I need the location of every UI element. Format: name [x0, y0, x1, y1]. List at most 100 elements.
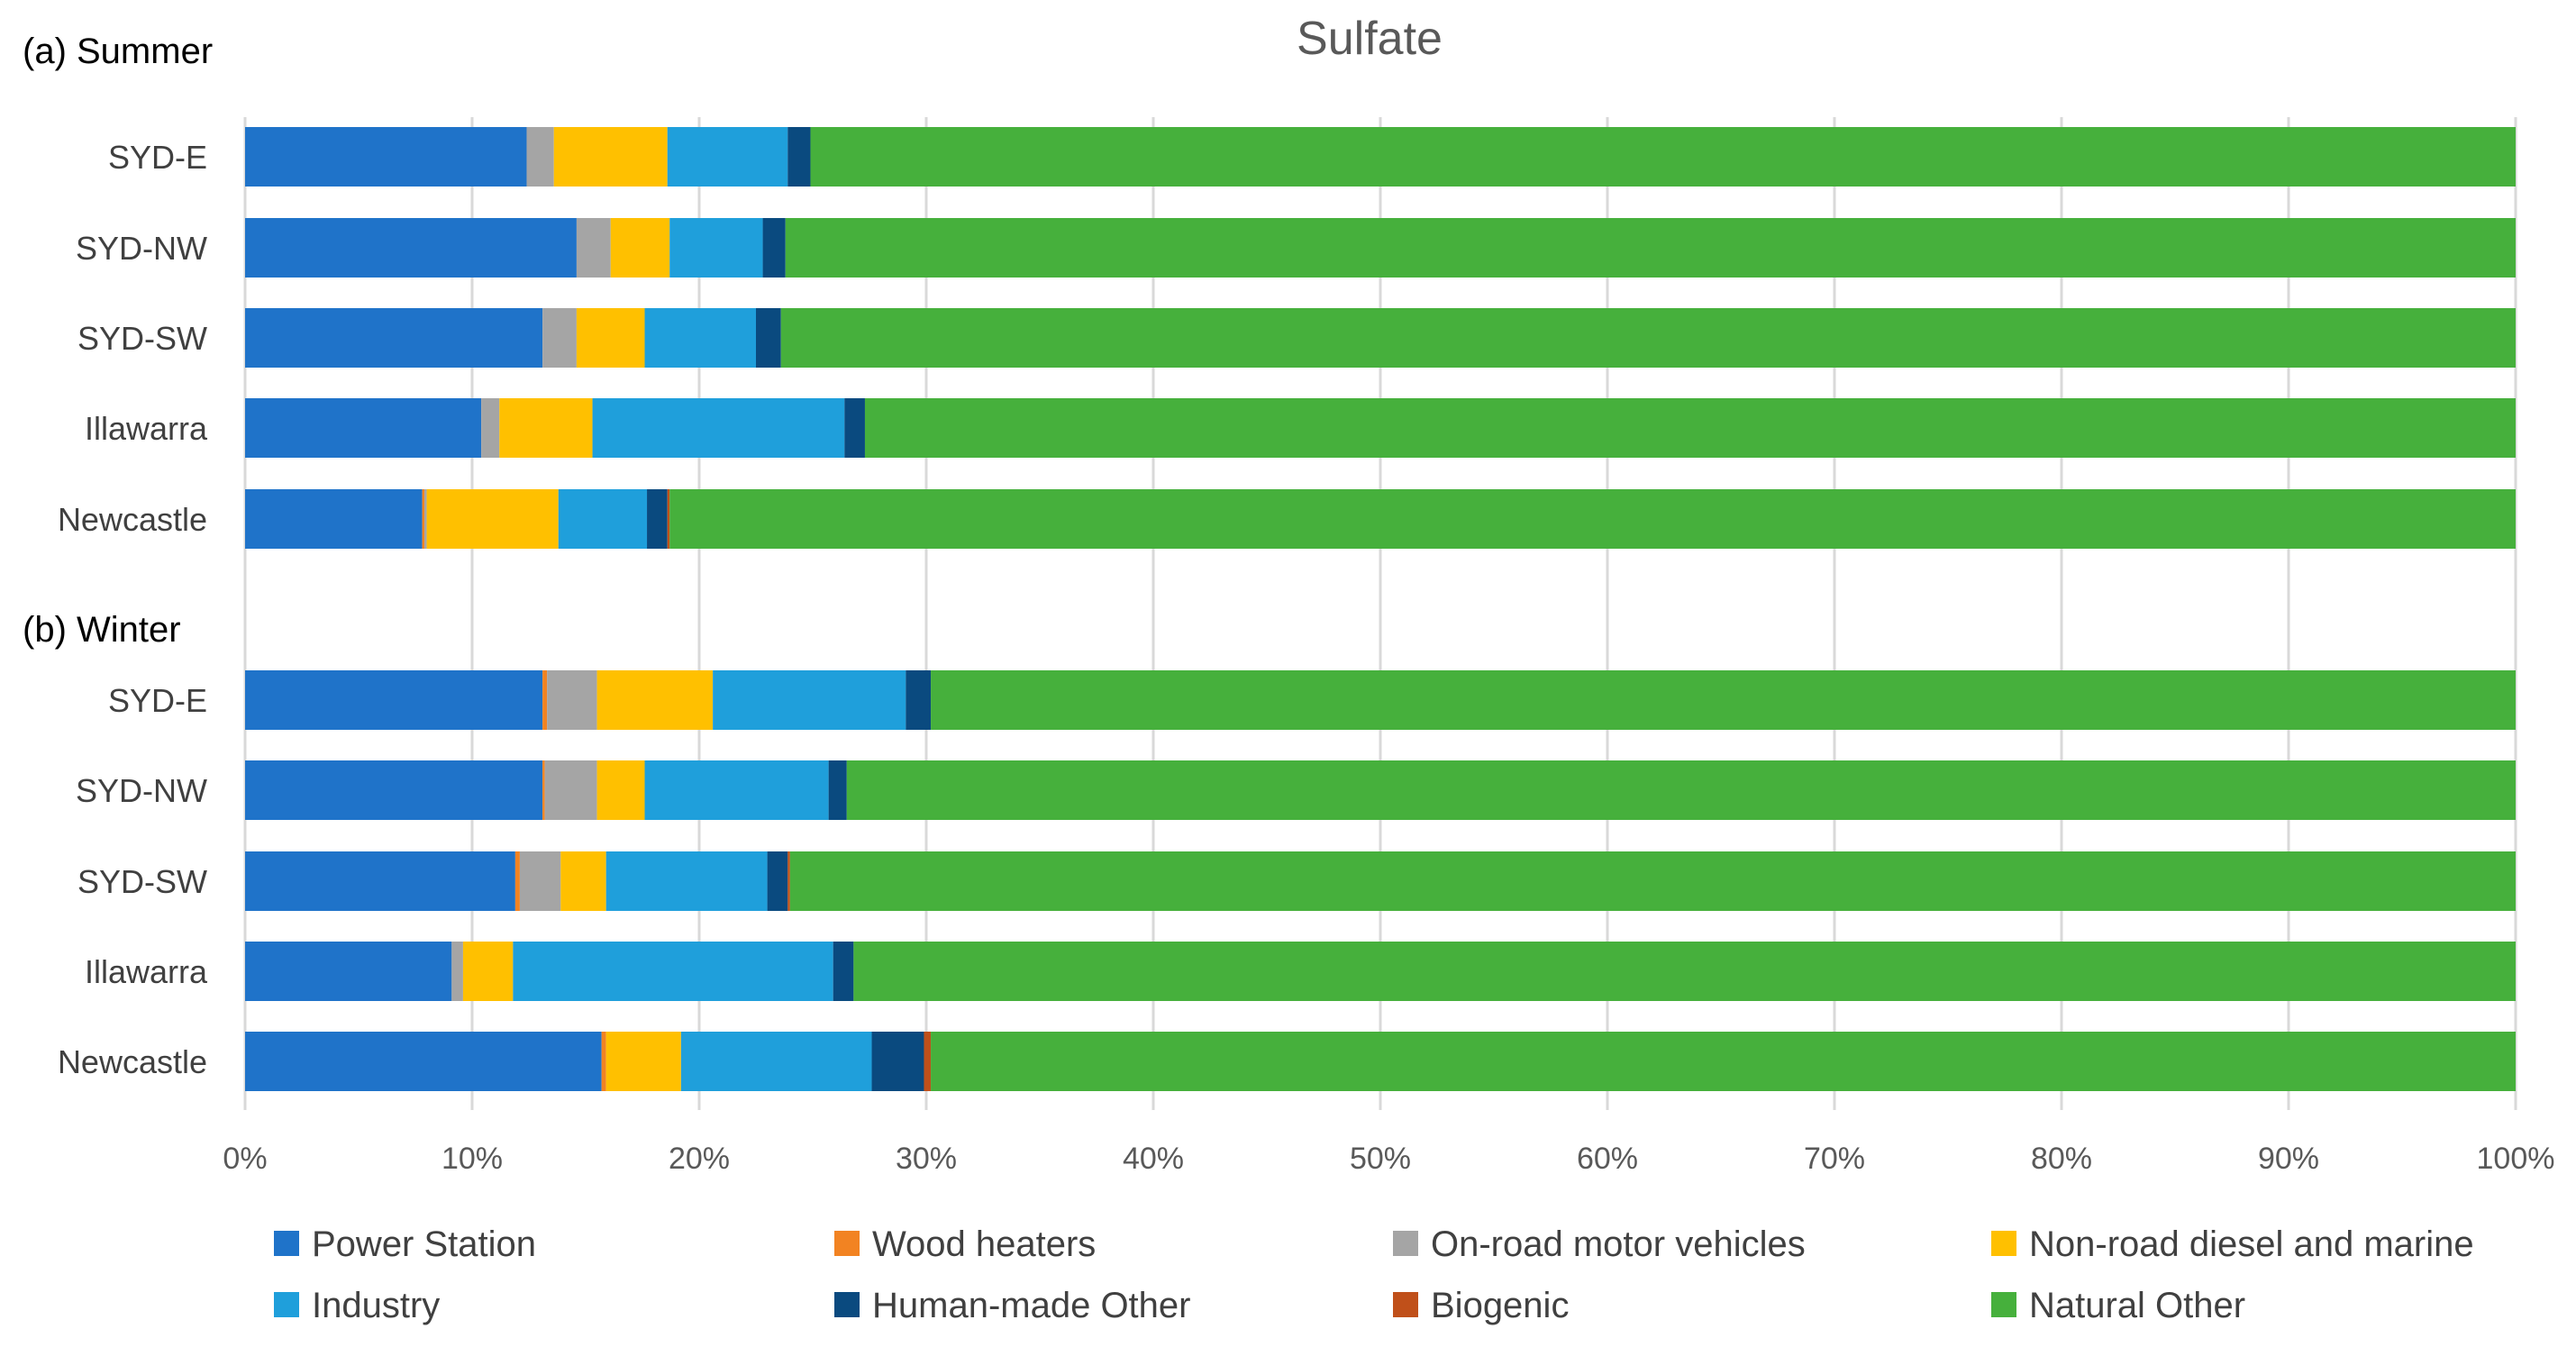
- x-tick-label: 100%: [2477, 1142, 2555, 1176]
- bar-segment-power-station: [245, 218, 577, 278]
- bar-segment-natural-other: [853, 942, 2516, 1001]
- x-tick-label: 0%: [223, 1142, 267, 1176]
- bar-segment-industry: [558, 489, 648, 549]
- bar-segment-human-made-other: [871, 1032, 924, 1091]
- legend-swatch: [834, 1231, 860, 1256]
- bar-segment-human-made-other: [767, 851, 788, 911]
- legend-label: Non-road diesel and marine: [2029, 1224, 2474, 1264]
- bar-segment-biogenic: [667, 489, 670, 549]
- category-label: SYD-NW: [76, 230, 207, 267]
- bar-segment-power-station: [245, 851, 515, 911]
- bar-segment-non-road-diesel-and-marine: [596, 760, 645, 820]
- x-tick-label: 30%: [896, 1142, 957, 1176]
- legend-swatch: [1393, 1231, 1418, 1256]
- bar-segment-natural-other: [931, 1032, 2516, 1091]
- legend-swatch: [1393, 1292, 1418, 1317]
- bar-segment-on-road-motor-vehicles: [481, 398, 500, 458]
- bar-segment-wood-heaters: [542, 670, 548, 730]
- legend-item-human-made-other: Human-made Other: [834, 1286, 1190, 1325]
- legend: Power Station Wood heaters On-road motor v…: [274, 1224, 2474, 1325]
- bar-segment-power-station: [245, 398, 482, 458]
- legend-swatch: [274, 1292, 299, 1317]
- legend-item-power-station: Power Station: [274, 1224, 536, 1264]
- bar-segment-human-made-other: [828, 760, 847, 820]
- bar-segment-non-road-diesel-and-marine: [462, 942, 514, 1001]
- bar-segment-non-road-diesel-and-marine: [560, 851, 606, 911]
- chart-title: Sulfate: [1297, 13, 1443, 65]
- bar-segment-natural-other: [846, 760, 2516, 820]
- bar-segment-on-road-motor-vehicles: [424, 489, 427, 549]
- bar-segment-industry: [667, 127, 788, 187]
- labels: 0% 10% 20% 30% 40% 50% 60% 70% 80% 90% 100% (a) Sum…: [23, 32, 2554, 1176]
- bar-segment-biogenic: [924, 1032, 932, 1091]
- bar-segment-human-made-other: [844, 398, 865, 458]
- category-label: SYD-NW: [76, 772, 207, 809]
- bar-segment-power-station: [245, 127, 527, 187]
- legend-swatch: [1991, 1231, 2016, 1256]
- category-label: SYD-SW: [77, 320, 207, 357]
- bar-segment-natural-other: [780, 308, 2516, 368]
- legend-item-non-road-diesel-and-marine: Non-road diesel and marine: [1991, 1224, 2474, 1264]
- bar-segment-power-station: [245, 489, 423, 549]
- bar-segment-power-station: [245, 1032, 602, 1091]
- x-tick-label: 20%: [669, 1142, 730, 1176]
- bar-segment-human-made-other: [833, 942, 854, 1001]
- bar-segment-non-road-diesel-and-marine: [605, 1032, 681, 1091]
- bar-segment-industry: [680, 1032, 872, 1091]
- category-label: Newcastle: [58, 1043, 207, 1080]
- bar-segment-non-road-diesel-and-marine: [596, 670, 714, 730]
- x-tick-label: 70%: [1804, 1142, 1865, 1176]
- bar-segment-wood-heaters: [601, 1032, 606, 1091]
- group-label: (b) Winter: [23, 610, 181, 650]
- bar-segment-on-road-motor-vehicles: [544, 760, 597, 820]
- bar-segment-natural-other: [785, 218, 2516, 278]
- legend-item-wood-heaters: Wood heaters: [834, 1224, 1096, 1264]
- bar-segment-power-station: [245, 308, 543, 368]
- x-tick-label: 80%: [2031, 1142, 2092, 1176]
- bar-segment-on-road-motor-vehicles: [451, 942, 463, 1001]
- legend-swatch: [1991, 1292, 2016, 1317]
- legend-label: Power Station: [312, 1224, 536, 1264]
- legend-label: Wood heaters: [872, 1224, 1096, 1264]
- category-label: SYD-E: [108, 682, 207, 719]
- bar-segment-on-road-motor-vehicles: [526, 127, 554, 187]
- bar-segment-industry: [592, 398, 845, 458]
- bar-segment-power-station: [245, 670, 543, 730]
- legend-label: Natural Other: [2029, 1286, 2245, 1325]
- bar-segment-industry: [644, 760, 829, 820]
- bar-segment-human-made-other: [906, 670, 932, 730]
- bar-segment-natural-other: [669, 489, 2516, 549]
- bars: [245, 127, 2517, 1091]
- legend-label: On-road motor vehicles: [1431, 1224, 1806, 1264]
- bar-segment-human-made-other: [647, 489, 668, 549]
- bar-segment-industry: [669, 218, 763, 278]
- category-label: SYD-E: [108, 139, 207, 176]
- legend-item-industry: Industry: [274, 1286, 440, 1325]
- x-tick-label: 60%: [1577, 1142, 1638, 1176]
- category-label: SYD-SW: [77, 863, 207, 900]
- bar-segment-power-station: [245, 760, 543, 820]
- bar-segment-industry: [713, 670, 906, 730]
- legend-item-on-road-motor-vehicles: On-road motor vehicles: [1393, 1224, 1806, 1264]
- x-tick-label: 40%: [1123, 1142, 1184, 1176]
- category-label: Illawarra: [85, 953, 208, 990]
- bar-segment-natural-other: [931, 670, 2516, 730]
- legend-item-natural-other: Natural Other: [1991, 1286, 2245, 1325]
- x-tick-label: 10%: [441, 1142, 503, 1176]
- bar-segment-non-road-diesel-and-marine: [576, 308, 645, 368]
- bar-segment-human-made-other: [762, 218, 786, 278]
- bar-segment-wood-heaters: [514, 851, 520, 911]
- bar-segment-non-road-diesel-and-marine: [553, 127, 668, 187]
- legend-label: Biogenic: [1431, 1286, 1569, 1325]
- bar-segment-power-station: [245, 942, 452, 1001]
- bar-segment-biogenic: [787, 851, 790, 911]
- bar-segment-human-made-other: [756, 308, 781, 368]
- bar-segment-natural-other: [789, 851, 2516, 911]
- bar-segment-wood-heaters: [422, 489, 425, 549]
- bar-segment-on-road-motor-vehicles: [547, 670, 597, 730]
- x-tick-label: 90%: [2258, 1142, 2319, 1176]
- bar-segment-industry: [513, 942, 833, 1001]
- bar-segment-non-road-diesel-and-marine: [610, 218, 670, 278]
- bar-segment-natural-other: [864, 398, 2517, 458]
